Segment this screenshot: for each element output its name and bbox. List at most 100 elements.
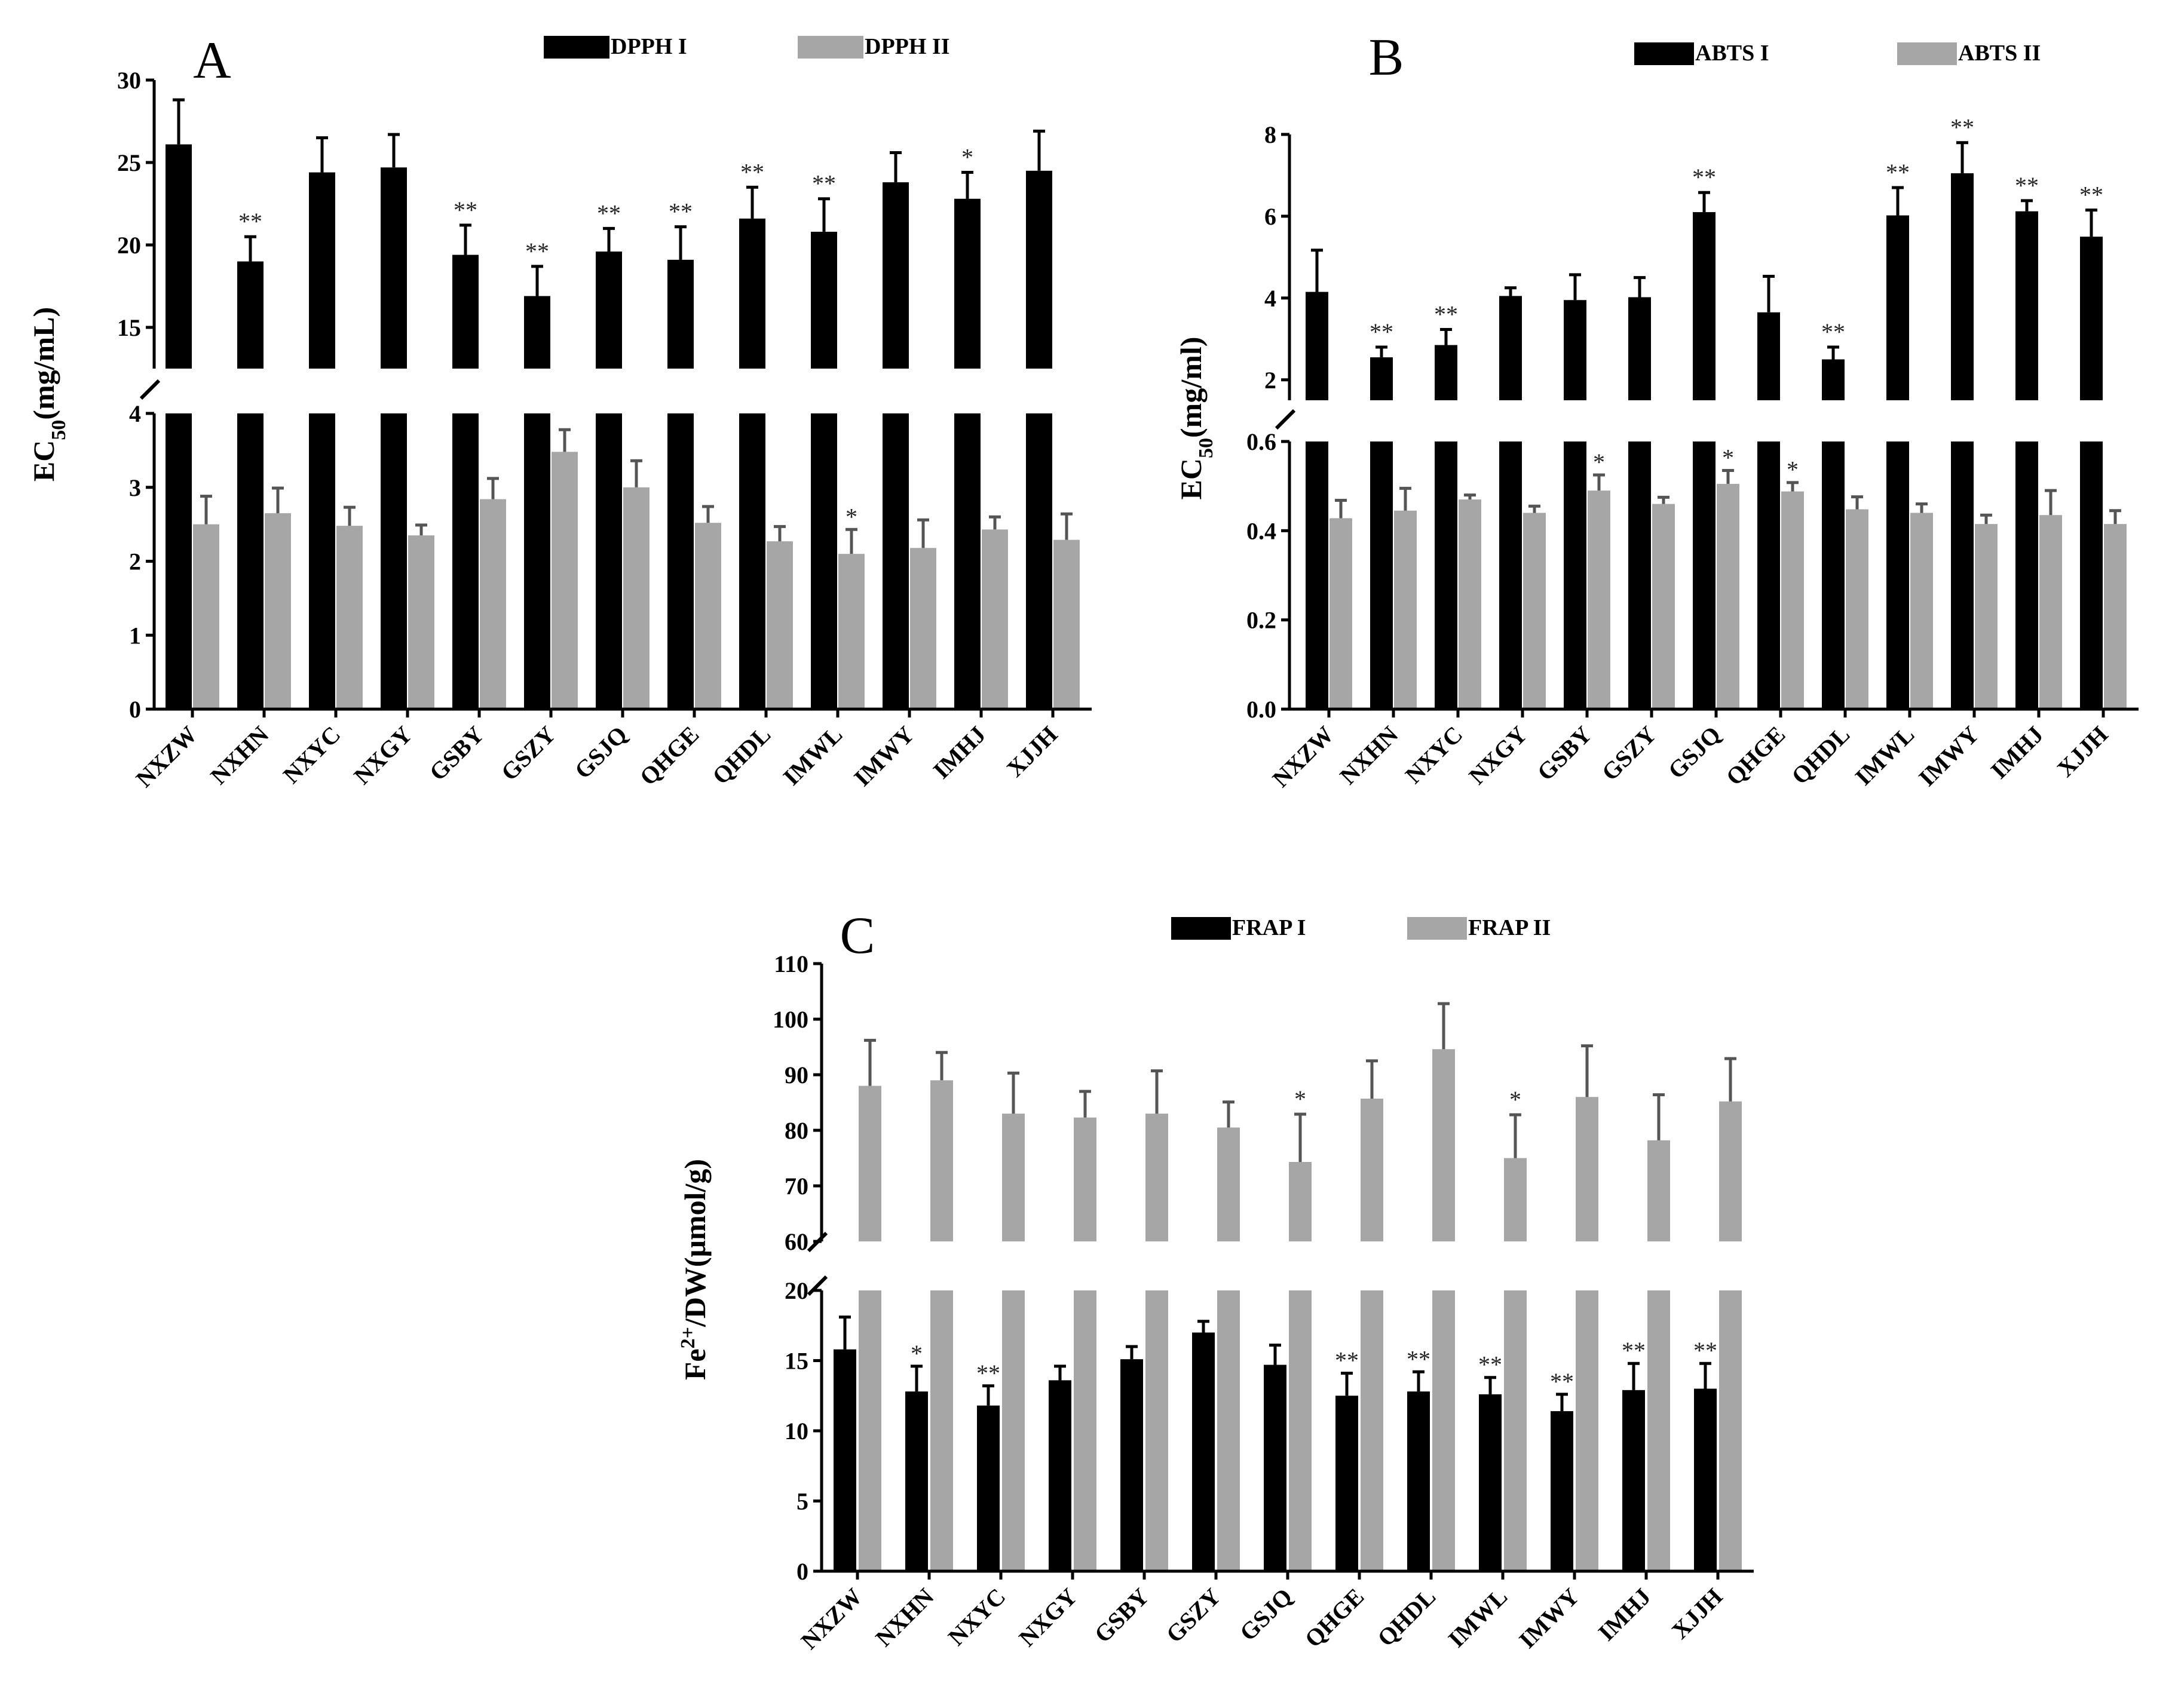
panel-letter: C — [840, 907, 875, 965]
bar — [1026, 170, 1052, 369]
bar-lower-segment — [1886, 441, 1909, 709]
bar-lower-segment — [883, 413, 909, 709]
bar — [834, 1349, 856, 1571]
y-axis-title-main: EC — [27, 440, 60, 482]
y-tick-label: 0 — [797, 1558, 808, 1585]
legend-label: DPPH I — [611, 34, 687, 59]
bar — [1289, 1162, 1312, 1241]
significance-marker: ** — [1821, 318, 1845, 345]
bar-lower-segment — [954, 413, 981, 709]
x-category-label: IMWL — [1850, 721, 1920, 791]
significance-marker: * — [1593, 449, 1605, 476]
bar — [408, 535, 434, 709]
bar-lower-segment — [1435, 441, 1457, 709]
y-tick-label: 80 — [785, 1117, 808, 1144]
x-category-label: GSZY — [496, 720, 561, 786]
panel-c-chart: C FRAP I FRAP II*** ** ** ****** *** *051015206… — [677, 907, 1754, 1654]
bar — [1361, 1098, 1383, 1241]
bar — [1217, 1127, 1240, 1241]
x-category-label: NXZW — [1267, 721, 1339, 793]
significance-marker: ** — [597, 200, 621, 226]
bar — [1002, 1114, 1025, 1241]
significance-marker: * — [961, 144, 973, 171]
bar-lower-segment — [1370, 441, 1393, 709]
bar — [524, 296, 550, 369]
bar-lower-segment — [381, 413, 407, 709]
y-tick-label: 20 — [785, 1277, 808, 1304]
bar — [1435, 345, 1457, 400]
bar — [1647, 1140, 1670, 1241]
significance-marker: * — [1787, 456, 1799, 483]
legend-label: DPPH II — [865, 34, 950, 59]
panel-a-chart: A DPPH I DPPH II** ****** **** ****0123415202… — [27, 32, 1092, 792]
legend-swatch — [1634, 42, 1694, 65]
bar — [1074, 1117, 1096, 1241]
bar-lower-segment — [1757, 441, 1780, 709]
y-tick-label: 5 — [797, 1488, 808, 1515]
bar-lower-segment — [452, 413, 479, 709]
bar — [193, 524, 219, 709]
y-tick-label: 0.0 — [1246, 696, 1276, 723]
y-tick-label: 15 — [785, 1348, 808, 1375]
bar — [623, 487, 650, 709]
bar-lower-segment — [1693, 441, 1716, 709]
y-tick-label: 0 — [129, 696, 141, 723]
bar-lower-segment — [739, 413, 765, 709]
y-tick-label: 70 — [785, 1173, 808, 1200]
y-tick-label: 1 — [129, 622, 141, 649]
axis-break-mark — [139, 379, 161, 400]
x-category-label: NXYC — [278, 721, 346, 789]
x-category-label: XJJH — [2052, 721, 2113, 783]
y-axis-title-units: (mg/ml) — [1174, 337, 1208, 438]
x-category-label: NXHN — [870, 1583, 939, 1651]
significance-marker: * — [911, 1340, 923, 1367]
x-category-label: NXZW — [796, 1583, 868, 1655]
y-tick-label: 60 — [785, 1228, 808, 1255]
bar-lower-segment — [2080, 441, 2103, 709]
bar — [237, 261, 264, 369]
y-tick-label: 30 — [117, 67, 141, 94]
x-category-label: GSJQ — [1234, 1583, 1298, 1646]
significance-marker: ** — [238, 208, 262, 235]
bar-lower-segment — [1647, 1290, 1670, 1571]
bar — [767, 541, 793, 709]
y-axis-title-units: /DW(μmol/g) — [678, 1159, 712, 1327]
significance-marker: * — [1294, 1085, 1306, 1112]
bar — [1652, 504, 1675, 709]
x-category-label: IMHJ — [1593, 1583, 1656, 1646]
y-axis-title-subscript: 50 — [1195, 438, 1217, 458]
panel-b-chart: B ABTS I ABTS II************** *** * *0.00.20… — [1174, 29, 2139, 792]
bar — [1694, 1388, 1717, 1571]
bar — [667, 259, 694, 369]
bar-lower-segment — [596, 413, 622, 709]
y-tick-label: 4 — [1264, 285, 1276, 312]
bar — [910, 548, 936, 709]
significance-marker: ** — [1550, 1368, 1574, 1395]
bar — [480, 499, 506, 709]
x-category-label: XJJH — [1667, 1583, 1728, 1645]
significance-marker: * — [846, 503, 857, 530]
bar — [811, 231, 837, 369]
x-category-label: NXGY — [348, 720, 417, 789]
bar — [859, 1085, 881, 1241]
bar-lower-segment — [1002, 1290, 1025, 1571]
y-tick-label: 10 — [785, 1418, 808, 1445]
x-category-label: GSBY — [424, 720, 489, 786]
x-category-label: IMHJ — [928, 721, 991, 784]
x-category-label: QHGE — [1721, 721, 1791, 791]
x-category-label: GSJQ — [569, 721, 633, 784]
significance-marker: ** — [2079, 182, 2103, 208]
bar — [905, 1391, 928, 1571]
bar — [1479, 1394, 1502, 1571]
bar-lower-segment — [930, 1290, 953, 1571]
y-tick-label: 2 — [129, 548, 141, 575]
y-axis-title: Fe2+/DW(μmol/g) — [677, 1159, 712, 1380]
x-category-label: QHDL — [1372, 1583, 1441, 1652]
x-category-label: QHDL — [707, 721, 776, 790]
bar — [1499, 296, 1522, 400]
bar-lower-segment — [1951, 441, 1974, 709]
bar-lower-segment — [1628, 441, 1651, 709]
significance-marker: ** — [525, 238, 549, 265]
significance-marker: ** — [1693, 1337, 1717, 1364]
